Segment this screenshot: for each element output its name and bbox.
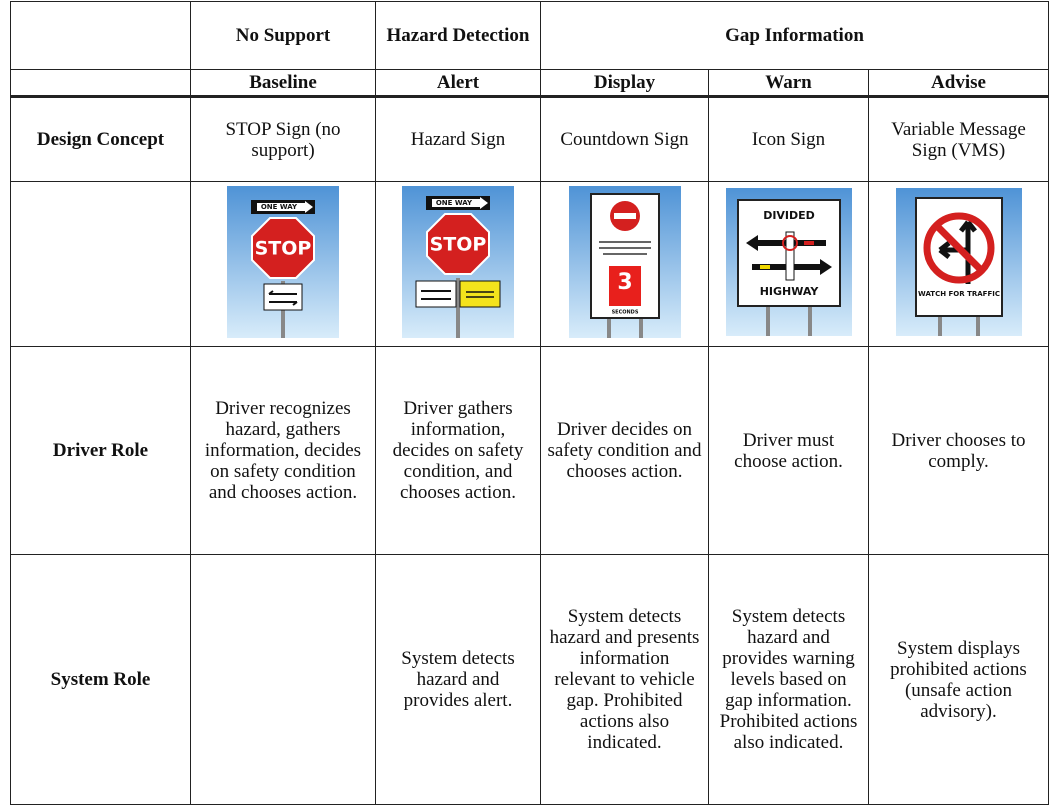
sign-text: STOP [430,233,487,255]
cell: Driver recognizes hazard, gathers inform… [190,346,376,555]
row: System Role System detects hazard and pr… [10,554,1049,805]
row: Design Concept STOP Sign (no support) Ha… [10,96,1049,182]
comparison-table: No Support Hazard Detection Gap Informat… [10,1,1049,805]
row: Driver Role Driver recognizes hazard, ga… [10,346,1049,555]
image-cell: ONE WAY STOP [190,181,376,347]
sign-text: SECONDS [611,309,638,315]
sign-text: DIVIDED [763,209,815,222]
row-label: Design Concept [10,96,191,182]
cell: Icon Sign [708,96,869,182]
sign-image: 3 SECONDS [568,185,681,338]
cell [10,181,191,347]
sign-image: DIVIDED HIGHWAY [725,187,852,336]
sign-text: WATCH FOR TRAFFIC [918,290,1000,298]
cell: Driver must choose action. [708,346,869,555]
row-label: System Role [10,554,191,805]
cell: Hazard Sign [375,96,541,182]
column-header: Baseline [190,69,376,98]
cell: System detects hazard and provides alert… [375,554,541,805]
image-cell: ONE WAY STOP [375,181,541,347]
sign-text: STOP [255,237,312,259]
corner-cell [10,1,191,70]
cell: Driver decides on safety condition and c… [540,346,709,555]
cell: Driver gathers information, decides on s… [375,346,541,555]
group-header: Gap Information [540,1,1049,70]
row-label: Driver Role [10,346,191,555]
group-header: No Support [190,1,376,70]
column-header: Alert [375,69,541,98]
sign-text: ONE WAY [261,203,298,211]
image-cell: WATCH FOR TRAFFIC [868,181,1049,347]
cell: System displays prohibited actions (unsa… [868,554,1049,805]
sign-image: ONE WAY STOP [227,185,339,338]
group-header: Hazard Detection [375,1,541,70]
column-header: Advise [868,69,1049,98]
column-header-row: Baseline Alert Display Warn Advise [10,69,1049,98]
image-cell: 3 SECONDS [540,181,709,347]
group-header-row: No Support Hazard Detection Gap Informat… [10,1,1049,70]
cell: Countdown Sign [540,96,709,182]
sign-text: 3 [617,270,632,295]
image-cell: DIVIDED HIGHWAY [708,181,869,347]
cell: STOP Sign (no support) [190,96,376,182]
cell: Variable Message Sign (VMS) [868,96,1049,182]
column-header: Display [540,69,709,98]
cell: System detects hazard and provides warni… [708,554,869,805]
cell: System detects hazard and presents infor… [540,554,709,805]
cell [190,554,376,805]
sign-image: ONE WAY STOP [402,185,514,338]
sign-text: HIGHWAY [759,285,819,298]
corner-cell [10,69,191,98]
sign-image: WATCH FOR TRAFFIC [895,187,1022,336]
image-row: ONE WAY STOP ONE WAY STOP [10,181,1049,347]
sign-text: ONE WAY [436,199,473,207]
column-header: Warn [708,69,869,98]
cell: Driver chooses to comply. [868,346,1049,555]
